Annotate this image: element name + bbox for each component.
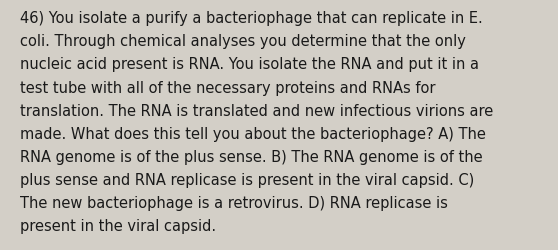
Text: translation. The RNA is translated and new infectious virions are: translation. The RNA is translated and n… — [20, 103, 493, 118]
Text: made. What does this tell you about the bacteriophage? A) The: made. What does this tell you about the … — [20, 126, 485, 141]
Text: 46) You isolate a purify a bacteriophage that can replicate in E.: 46) You isolate a purify a bacteriophage… — [20, 11, 482, 26]
Text: present in the viral capsid.: present in the viral capsid. — [20, 218, 215, 233]
Text: nucleic acid present is RNA. You isolate the RNA and put it in a: nucleic acid present is RNA. You isolate… — [20, 57, 479, 72]
Text: test tube with all of the necessary proteins and RNAs for: test tube with all of the necessary prot… — [20, 80, 435, 95]
Text: coli. Through chemical analyses you determine that the only: coli. Through chemical analyses you dete… — [20, 34, 465, 49]
Text: RNA genome is of the plus sense. B) The RNA genome is of the: RNA genome is of the plus sense. B) The … — [20, 149, 482, 164]
Text: plus sense and RNA replicase is present in the viral capsid. C): plus sense and RNA replicase is present … — [20, 172, 474, 187]
Text: The new bacteriophage is a retrovirus. D) RNA replicase is: The new bacteriophage is a retrovirus. D… — [20, 195, 448, 210]
